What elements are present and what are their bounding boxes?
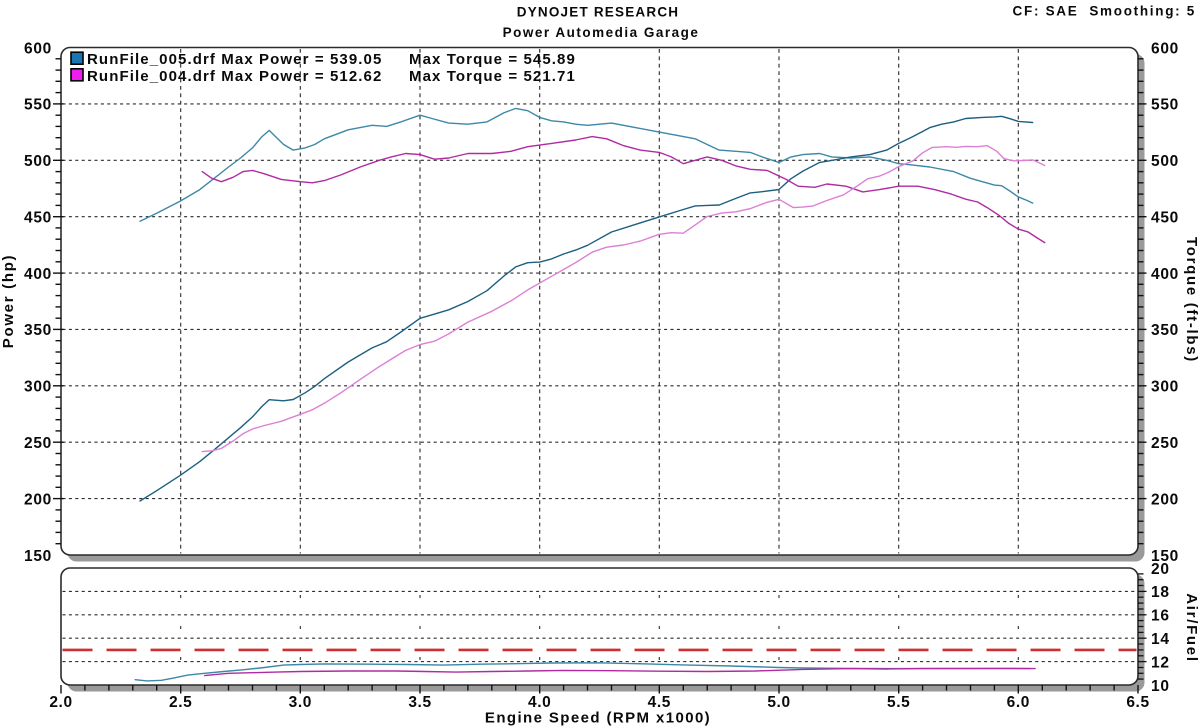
svg-text:3.0: 3.0 <box>289 694 312 711</box>
svg-text:Air/Fuel: Air/Fuel <box>1183 593 1200 662</box>
svg-text:16: 16 <box>1151 608 1170 625</box>
svg-text:200: 200 <box>1151 491 1179 508</box>
svg-text:Power (hp): Power (hp) <box>0 254 17 349</box>
svg-text:12: 12 <box>1151 654 1170 671</box>
svg-text:Max Torque = 545.89: Max Torque = 545.89 <box>409 51 576 68</box>
svg-text:250: 250 <box>24 435 52 452</box>
svg-text:18: 18 <box>1151 584 1170 601</box>
svg-text:3.5: 3.5 <box>408 694 431 711</box>
svg-text:200: 200 <box>24 491 52 508</box>
svg-text:600: 600 <box>1151 40 1179 57</box>
svg-text:300: 300 <box>24 379 52 396</box>
svg-text:20: 20 <box>1151 561 1170 578</box>
svg-text:6.5: 6.5 <box>1126 694 1149 711</box>
svg-text:2.0: 2.0 <box>49 694 72 711</box>
svg-text:150: 150 <box>1151 548 1179 565</box>
svg-text:Power Automedia Garage: Power Automedia Garage <box>503 25 700 40</box>
svg-text:300: 300 <box>1151 379 1179 396</box>
svg-text:350: 350 <box>24 322 52 339</box>
svg-text:4.0: 4.0 <box>528 694 551 711</box>
svg-text:600: 600 <box>24 40 52 57</box>
svg-text:Torque (ft-lbs): Torque (ft-lbs) <box>1183 237 1200 363</box>
svg-text:550: 550 <box>24 97 52 114</box>
svg-text:Max Torque = 521.71: Max Torque = 521.71 <box>409 68 576 85</box>
svg-text:CF: SAE Smoothing: 5: CF: SAE Smoothing: 5 <box>1013 4 1196 19</box>
svg-text:5.5: 5.5 <box>887 694 910 711</box>
svg-text:400: 400 <box>24 266 52 283</box>
svg-text:250: 250 <box>1151 435 1179 452</box>
svg-text:14: 14 <box>1151 631 1170 648</box>
svg-text:RunFile_005.drf Max Power = 53: RunFile_005.drf Max Power = 539.05 <box>87 51 382 68</box>
svg-text:350: 350 <box>1151 322 1179 339</box>
svg-text:2.5: 2.5 <box>169 694 192 711</box>
svg-text:500: 500 <box>24 153 52 170</box>
svg-text:450: 450 <box>1151 210 1179 227</box>
svg-text:550: 550 <box>1151 97 1179 114</box>
svg-text:Engine Speed (RPM x1000): Engine Speed (RPM x1000) <box>485 710 711 727</box>
svg-text:RunFile_004.drf Max Power = 51: RunFile_004.drf Max Power = 512.62 <box>87 68 382 85</box>
svg-text:6.0: 6.0 <box>1007 694 1030 711</box>
svg-text:DYNOJET RESEARCH: DYNOJET RESEARCH <box>517 5 679 20</box>
svg-text:10: 10 <box>1151 678 1170 695</box>
svg-text:450: 450 <box>24 210 52 227</box>
svg-text:400: 400 <box>1151 266 1179 283</box>
svg-text:5.0: 5.0 <box>767 694 790 711</box>
svg-text:4.5: 4.5 <box>648 694 671 711</box>
svg-text:500: 500 <box>1151 153 1179 170</box>
svg-text:150: 150 <box>24 548 52 565</box>
